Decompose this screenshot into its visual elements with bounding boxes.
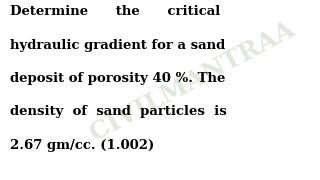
Text: density  of  sand  particles  is: density of sand particles is	[10, 105, 226, 118]
Text: hydraulic gradient for a sand: hydraulic gradient for a sand	[10, 39, 225, 52]
Text: CIVILMANTRAA: CIVILMANTRAA	[85, 17, 299, 145]
Text: Determine      the      critical: Determine the critical	[10, 5, 220, 18]
Text: deposit of porosity 40 %. The: deposit of porosity 40 %. The	[10, 72, 225, 85]
Text: 2.67 gm/cc. (1.002): 2.67 gm/cc. (1.002)	[10, 139, 154, 152]
